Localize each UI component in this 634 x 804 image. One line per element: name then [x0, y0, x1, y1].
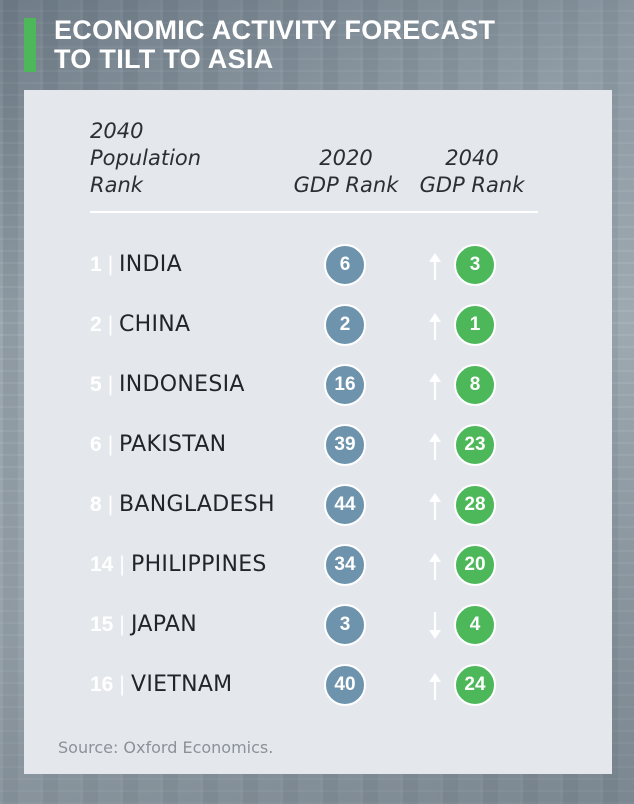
country-name: VIETNAM — [131, 672, 233, 697]
gdp-2020-rank-badge: 39 — [324, 424, 366, 466]
arrow-up-icon — [429, 373, 441, 400]
population-rank: 15 | — [90, 610, 130, 640]
population-rank-value: 15 — [90, 613, 114, 636]
gdp-2020-rank-badge: 3 — [324, 604, 366, 646]
title-accent-bar — [24, 18, 36, 72]
table-row: 14 | PHILIPPINES 34 20 — [24, 540, 612, 590]
gdp-2020-rank-badge: 40 — [324, 664, 366, 706]
gdp-2040-rank-badge: 1 — [454, 304, 496, 346]
header-pop-line-1: 2040 — [90, 119, 144, 143]
country-name: INDIA — [119, 252, 182, 277]
gdp-2040-rank-badge: 24 — [454, 664, 496, 706]
rank-separator: | — [107, 433, 114, 456]
rank-separator: | — [119, 673, 125, 696]
gdp-2020-rank-badge: 2 — [324, 304, 366, 346]
source-note: Source: Oxford Economics. — [58, 738, 274, 757]
header-2040-line-2: GDP Rank — [419, 173, 525, 197]
gdp-2040-rank-badge: 4 — [454, 604, 496, 646]
title-line-1: ECONOMIC ACTIVITY FORECAST — [54, 15, 496, 45]
table-row: 5 | INDONESIA 16 8 — [24, 360, 612, 410]
country-name: BANGLADESH — [119, 492, 275, 517]
table-row: 2 | CHINA 2 1 — [24, 300, 612, 350]
population-rank-value: 1 — [90, 253, 102, 276]
arrow-up-icon — [429, 313, 441, 340]
country-name: INDONESIA — [119, 372, 245, 397]
population-rank-value: 14 — [90, 553, 114, 576]
population-rank: 5 | — [90, 370, 118, 400]
header-2020-line-1: 2020 — [319, 146, 373, 170]
header-2020-line-2: GDP Rank — [293, 173, 399, 197]
arrow-down-icon — [429, 612, 441, 639]
gdp-2020-rank-badge: 6 — [324, 244, 366, 286]
population-rank-value: 5 — [90, 373, 102, 396]
country-name: CHINA — [119, 312, 191, 337]
rank-separator: | — [107, 313, 114, 336]
country-name: JAPAN — [131, 612, 198, 637]
table-row: 1 | INDIA 6 3 — [24, 240, 612, 290]
header-gdp-2020: 2020 GDP Rank — [286, 145, 406, 199]
population-rank-value: 8 — [90, 493, 102, 516]
header-population-rank: 2040 Population Rank — [90, 118, 250, 199]
population-rank: 2 | — [90, 310, 118, 340]
arrow-up-icon — [429, 673, 441, 700]
table-row: 16 | VIETNAM 40 24 — [24, 660, 612, 710]
gdp-2020-rank-badge: 34 — [324, 544, 366, 586]
arrow-up-icon — [429, 433, 441, 460]
table-row: 6 | PAKISTAN 39 23 — [24, 420, 612, 470]
gdp-2040-rank-badge: 20 — [454, 544, 496, 586]
arrow-up-icon — [429, 253, 441, 280]
population-rank-value: 2 — [90, 313, 102, 336]
population-rank-value: 6 — [90, 433, 102, 456]
arrow-up-icon — [429, 553, 441, 580]
population-rank: 8 | — [90, 490, 118, 520]
rank-separator: | — [119, 553, 125, 576]
header-2040-line-1: 2040 — [445, 146, 499, 170]
header-gdp-2040: 2040 GDP Rank — [412, 145, 532, 199]
population-rank: 16 | — [90, 670, 130, 700]
table-row: 8 | BANGLADESH 44 28 — [24, 480, 612, 530]
rank-separator: | — [119, 613, 125, 636]
gdp-2020-rank-badge: 44 — [324, 484, 366, 526]
gdp-2040-rank-badge: 23 — [454, 424, 496, 466]
population-rank: 1 | — [90, 250, 118, 280]
gdp-2040-rank-badge: 3 — [454, 244, 496, 286]
gdp-2020-rank-badge: 16 — [324, 364, 366, 406]
country-name: PHILIPPINES — [131, 552, 267, 577]
rank-separator: | — [107, 253, 114, 276]
country-name: PAKISTAN — [119, 432, 227, 457]
page-title: ECONOMIC ACTIVITY FORECAST TO TILT TO AS… — [54, 16, 614, 74]
header-pop-line-3: Rank — [90, 173, 143, 197]
header-pop-line-2: Population — [90, 146, 202, 170]
table-row: 15 | JAPAN 3 4 — [24, 600, 612, 650]
rank-separator: | — [107, 373, 114, 396]
population-rank: 6 | — [90, 430, 118, 460]
gdp-2040-rank-badge: 8 — [454, 364, 496, 406]
rank-table-panel: 2040 Population Rank 2020 GDP Rank 2040 … — [24, 90, 612, 774]
population-rank: 14 | — [90, 550, 130, 580]
population-rank-value: 16 — [90, 673, 114, 696]
gdp-2040-rank-badge: 28 — [454, 484, 496, 526]
rank-separator: | — [107, 493, 114, 516]
header-divider — [90, 211, 538, 213]
arrow-up-icon — [429, 493, 441, 520]
title-line-2: TO TILT TO ASIA — [54, 44, 274, 74]
